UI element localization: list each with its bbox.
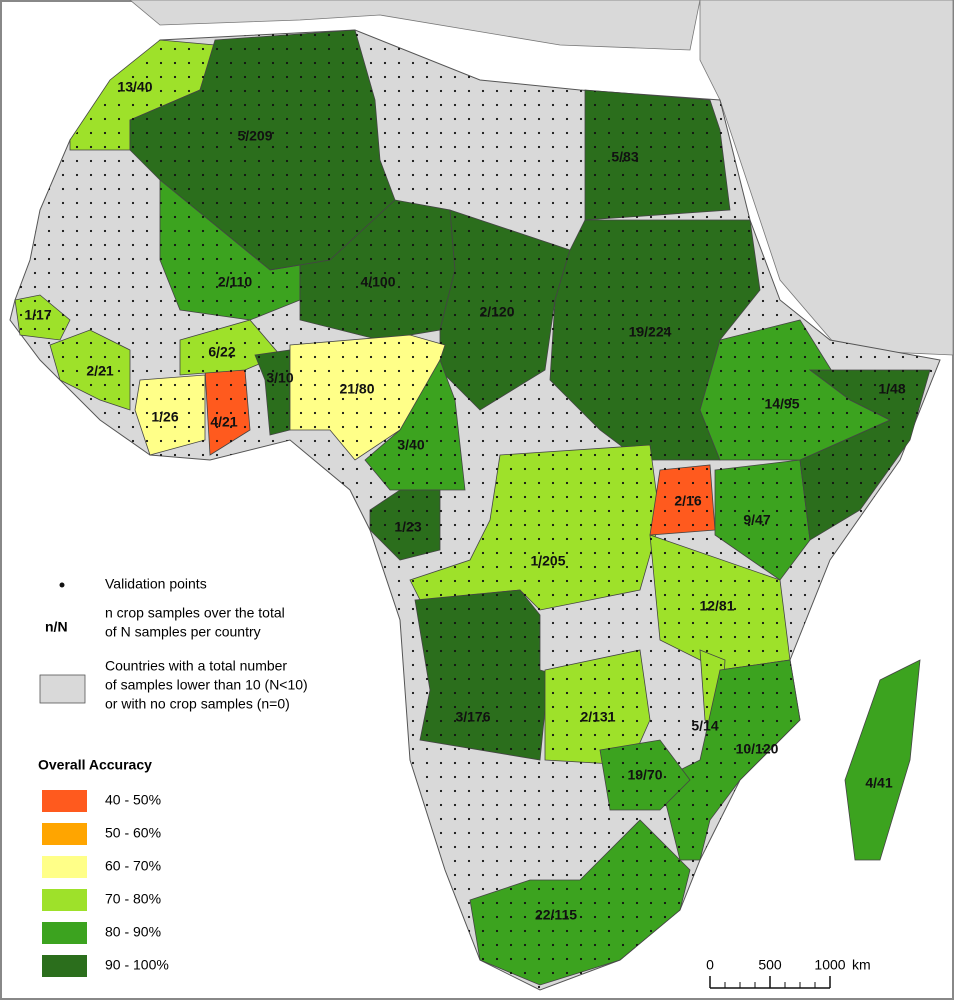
country-label: 2/120 — [479, 304, 514, 320]
legend-text: of samples lower than 10 (N<10) — [105, 677, 308, 693]
class-label: 70 - 80% — [105, 891, 161, 907]
class-swatch — [42, 922, 87, 944]
point-symbol — [59, 582, 65, 588]
country-label: 13/40 — [117, 79, 152, 95]
country-label: 9/47 — [743, 512, 770, 528]
legend-text: Validation points — [105, 576, 207, 592]
country-label: 19/224 — [629, 324, 672, 340]
country-label: 2/110 — [218, 274, 252, 290]
scale-label: 0 — [706, 957, 714, 973]
country-label: 12/81 — [699, 598, 734, 614]
country-label: 5/14 — [691, 718, 718, 734]
country-label: 10/120 — [736, 741, 779, 757]
country — [584, 89, 731, 221]
country-label: 21/80 — [339, 381, 374, 397]
class-swatch — [42, 955, 87, 977]
scale-bar: 0 500 1000 km — [706, 957, 871, 989]
country-label: 2/21 — [86, 363, 113, 379]
class-swatch — [42, 790, 87, 812]
class-label: 50 - 60% — [105, 825, 161, 841]
class-label: 40 - 50% — [105, 792, 161, 808]
country-label: 4/100 — [360, 274, 395, 290]
class-swatch — [42, 889, 87, 911]
country-label: 6/22 — [208, 344, 235, 360]
country-label: 19/70 — [627, 767, 662, 783]
country-label: 2/16 — [674, 493, 701, 509]
country-label: 3/10 — [266, 370, 293, 386]
scale-unit: km — [852, 957, 871, 973]
legend-text: of N samples per country — [105, 624, 261, 640]
country-label: 1/205 — [530, 553, 565, 569]
legend-symbol: n/N — [45, 619, 68, 635]
country-label: 5/83 — [611, 149, 638, 165]
class-label: 90 - 100% — [105, 957, 169, 973]
country-label: 1/17 — [24, 307, 51, 323]
country-label: 1/23 — [394, 519, 421, 535]
country-label: 4/21 — [210, 414, 237, 430]
country-labels: 13/40 5/209 2/110 4/100 2/120 19/224 5/8… — [24, 79, 905, 923]
country-label: 3/40 — [397, 437, 424, 453]
country-label: 4/41 — [865, 775, 892, 791]
scale-label: 500 — [758, 957, 782, 973]
legend-text: or with no crop samples (n=0) — [105, 696, 290, 712]
country-label: 5/209 — [237, 128, 272, 144]
legend-text: n crop samples over the total — [105, 605, 285, 621]
country-label: 1/26 — [151, 409, 178, 425]
class-label: 60 - 70% — [105, 858, 161, 874]
country-label: 22/115 — [535, 907, 577, 923]
class-swatch — [42, 856, 87, 878]
scale-label: 1000 — [814, 957, 845, 973]
grey-swatch — [39, 674, 86, 704]
country-label: 14/95 — [764, 396, 799, 412]
legend-title: Overall Accuracy — [38, 757, 152, 773]
class-swatch — [42, 823, 87, 845]
country-label: 2/131 — [580, 709, 615, 725]
country-label: 3/176 — [455, 709, 490, 725]
legend: Validation points n/N n crop samples ove… — [38, 576, 308, 977]
class-label: 80 - 90% — [105, 924, 161, 940]
legend-text: Countries with a total number — [105, 658, 287, 674]
country-label: 1/48 — [878, 381, 905, 397]
